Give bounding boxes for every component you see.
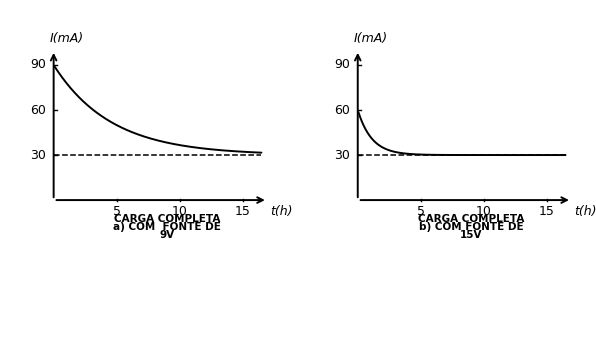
- Text: b) COM FONTE DE: b) COM FONTE DE: [419, 222, 523, 232]
- Text: 30: 30: [30, 149, 46, 161]
- Text: t(h): t(h): [575, 205, 596, 218]
- Text: 15: 15: [235, 205, 250, 218]
- Text: 60: 60: [30, 103, 46, 116]
- Text: 10: 10: [172, 205, 188, 218]
- Text: a) COM  FONTE DE: a) COM FONTE DE: [113, 222, 221, 232]
- Text: 90: 90: [30, 58, 46, 72]
- Text: 30: 30: [334, 149, 350, 161]
- Text: I(mA): I(mA): [354, 33, 388, 45]
- Text: 15: 15: [539, 205, 554, 218]
- Text: 5: 5: [113, 205, 120, 218]
- Text: I(mA): I(mA): [50, 33, 84, 45]
- Text: 9V: 9V: [159, 230, 175, 240]
- Text: 90: 90: [334, 58, 350, 72]
- Text: 15V: 15V: [460, 230, 482, 240]
- Text: 10: 10: [476, 205, 492, 218]
- Text: 5: 5: [417, 205, 425, 218]
- Text: 60: 60: [334, 103, 350, 116]
- Text: t(h): t(h): [270, 205, 293, 218]
- Text: CARGA COMPLETA: CARGA COMPLETA: [418, 213, 524, 224]
- Text: CARGA COMPLETA: CARGA COMPLETA: [114, 213, 220, 224]
